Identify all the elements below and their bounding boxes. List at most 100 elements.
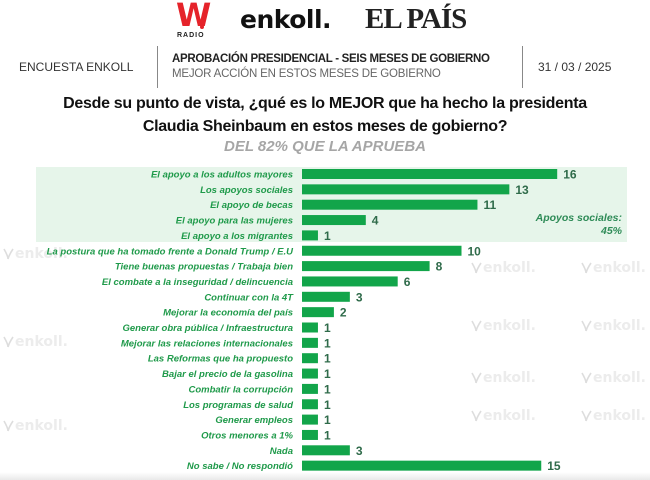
- bar: [302, 230, 318, 241]
- bar-group: Generar empleos 1: [215, 413, 331, 427]
- logos-bar: W RADIO enkoll. EL PAÍS: [0, 0, 650, 44]
- category-label: El apoyo a los adultos mayores: [151, 170, 293, 181]
- bar: [302, 261, 430, 272]
- question: Desde su punto de vista, ¿qué es lo MEJO…: [0, 92, 650, 138]
- bar-group: Continuar con la 4T 3: [204, 290, 363, 304]
- bar: [302, 215, 366, 226]
- value-label: 1: [324, 382, 331, 396]
- annotation-line-1: Apoyos sociales:: [535, 212, 622, 224]
- bar-group: Mejorar las relaciones internacionales 1: [121, 336, 331, 350]
- value-label: 11: [483, 198, 496, 212]
- bar: [302, 307, 334, 318]
- category-label: El apoyo a los migrantes: [181, 231, 293, 242]
- bar-group: Mejorar la economía del país 2: [163, 306, 347, 320]
- category-label: Tiene buenas propuestas / Trabaja bien: [115, 262, 293, 273]
- value-label: 1: [324, 413, 331, 427]
- value-label: 1: [324, 321, 331, 335]
- header-divider-left: [157, 46, 158, 88]
- value-label: 3: [356, 444, 363, 458]
- category-label: Las Reformas que ha propuesto: [148, 354, 293, 365]
- value-label: 1: [324, 336, 331, 350]
- bar: [302, 368, 318, 379]
- value-label: 1: [324, 352, 331, 366]
- value-label: 1: [324, 367, 331, 381]
- header-subtitle: MEJOR ACCIÓN EN ESTOS MESES DE GOBIERNO: [172, 68, 441, 80]
- category-label: Continuar con la 4T: [204, 292, 294, 303]
- bar: [302, 245, 462, 256]
- bar-group: Bajar el precio de la gasolina 1: [162, 367, 331, 381]
- category-label: Generar empleos: [215, 415, 293, 426]
- header-row: ENCUESTA ENKOLL APROBACIÓN PRESIDENCIAL …: [0, 44, 650, 90]
- bar: [302, 429, 318, 440]
- w-radio-text: RADIO: [177, 32, 205, 39]
- bar-group: Los programas de salud 1: [183, 398, 331, 412]
- question-subtitle: DEL 82% QUE LA APRUEBA: [224, 138, 426, 155]
- bar: [302, 322, 318, 333]
- value-label: 2: [340, 306, 347, 320]
- enkoll-logo: enkoll.: [240, 5, 332, 34]
- bar: [302, 414, 318, 425]
- bar-group: Los apoyos sociales 13: [200, 183, 529, 197]
- bar: [302, 460, 542, 471]
- value-label: 1: [324, 229, 331, 243]
- bar-group: El combate a la inseguridad / delincuenc…: [102, 275, 411, 289]
- bar: [302, 337, 318, 348]
- value-label: 6: [404, 275, 411, 289]
- value-label: 4: [372, 214, 379, 228]
- question-line-1: Desde su punto de vista, ¿qué es lo MEJO…: [63, 95, 587, 112]
- bar: [302, 199, 478, 210]
- bar: [302, 169, 558, 179]
- category-label: No sabe / No respondió: [187, 461, 293, 472]
- bar-group: Generar obra pública / Infraestructura 1: [122, 321, 330, 335]
- category-label: Bajar el precio de la gasolina: [162, 369, 293, 380]
- elpais-logo: EL PAÍS: [365, 3, 467, 35]
- annotation-line-2: 45%: [600, 225, 622, 237]
- bottom-shadow: [0, 472, 650, 480]
- category-label: Nada: [270, 446, 293, 457]
- category-label: Los apoyos sociales: [200, 185, 293, 196]
- w-radio-dot: [200, 25, 204, 29]
- bar: [302, 399, 318, 410]
- category-label: Los programas de salud: [183, 400, 293, 411]
- value-label: 3: [356, 290, 363, 304]
- category-label: Generar obra pública / Infraestructura: [122, 323, 293, 334]
- bar: [302, 445, 350, 456]
- value-label: 15: [547, 459, 561, 473]
- bar-group: El apoyo a los migrantes 1: [181, 229, 331, 243]
- bar-group: Nada 3: [270, 444, 363, 458]
- category-label: Mejorar la economía del país: [163, 308, 293, 319]
- header-divider-right: [522, 46, 523, 88]
- bar: [302, 276, 398, 287]
- bar-group: No sabe / No respondió 15: [187, 459, 561, 473]
- value-label: 16: [563, 168, 577, 182]
- bar-group: El apoyo de becas 11: [210, 198, 496, 212]
- bar-group: El apoyo para las mujeres 4: [176, 214, 379, 228]
- w-radio-mark: W: [176, 0, 211, 34]
- value-label: 8: [436, 260, 443, 274]
- value-label: 1: [324, 428, 331, 442]
- category-label: Otros menores a 1%: [201, 430, 293, 441]
- value-label: 13: [515, 183, 529, 197]
- category-label: El combate a la inseguridad / delincuenc…: [102, 277, 293, 288]
- header-date: 31 / 03 / 2025: [538, 60, 612, 74]
- question-line-2: Claudia Sheinbaum en estos meses de gobi…: [142, 118, 508, 135]
- value-label: 1: [324, 398, 331, 412]
- bar-group: Combatir la corrupción 1: [188, 382, 330, 396]
- category-label: El apoyo para las mujeres: [176, 216, 293, 227]
- w-radio-logo: W RADIO: [174, 0, 211, 41]
- survey-label: ENCUESTA ENKOLL: [19, 60, 134, 74]
- bar-group: La postura que ha tomado frente a Donald…: [47, 244, 482, 258]
- bar-group: Otros menores a 1% 1: [201, 428, 331, 442]
- header-title: APROBACIÓN PRESIDENCIAL - SEIS MESES DE …: [172, 53, 490, 65]
- category-label: La postura que ha tomado frente a Donald…: [47, 246, 294, 257]
- category-label: El apoyo de becas: [210, 200, 293, 211]
- category-label: Mejorar las relaciones internacionales: [121, 338, 293, 349]
- bar-group: Las Reformas que ha propuesto 1: [148, 352, 331, 366]
- category-label: Combatir la corrupción: [188, 384, 293, 395]
- social-support-annotation: Apoyos sociales: 45%: [528, 212, 622, 238]
- bar: [302, 353, 318, 364]
- bar: [302, 383, 318, 394]
- value-label: 10: [468, 244, 482, 258]
- bar-group: El apoyo a los adultos mayores 16: [151, 168, 577, 182]
